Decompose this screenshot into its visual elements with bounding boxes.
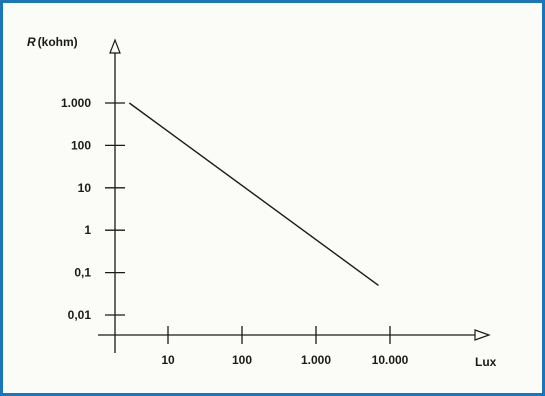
y-tick-label: 1.000 xyxy=(61,96,91,110)
axes xyxy=(98,38,491,353)
y-tick-label: 0,01 xyxy=(68,308,92,322)
series-line xyxy=(128,102,379,286)
y-tick-label: 10 xyxy=(78,181,92,195)
x-axis-title: Lux xyxy=(475,355,497,369)
y-axis-title: R (kohm) xyxy=(27,35,78,49)
x-axis-arrow xyxy=(474,329,491,341)
data-lines xyxy=(128,102,379,286)
y-tick-label: 1 xyxy=(84,223,91,237)
x-tick-label: 100 xyxy=(232,353,252,367)
y-ticks: 1.000 100 10 1 0,1 0,01 xyxy=(61,96,125,322)
resistance-lux-chart: 10 100 1.000 10.000 1.000 100 10 1 0,1 0,01 R (ko… xyxy=(27,35,497,369)
chart-frame: 10 100 1.000 10.000 1.000 100 10 1 0,1 0,01 R (ko… xyxy=(3,3,542,393)
x-ticks: 10 100 1.000 10.000 xyxy=(161,326,409,367)
y-tick-label: 100 xyxy=(71,138,91,152)
x-tick-label: 10 xyxy=(161,353,175,367)
y-axis-unit: (kohm) xyxy=(38,35,78,49)
y-tick-label: 0,1 xyxy=(74,266,91,280)
x-tick-label: 10.000 xyxy=(372,353,409,367)
y-axis-arrow xyxy=(109,38,121,54)
x-tick-label: 1.000 xyxy=(301,353,331,367)
y-axis-symbol: R xyxy=(27,35,36,49)
